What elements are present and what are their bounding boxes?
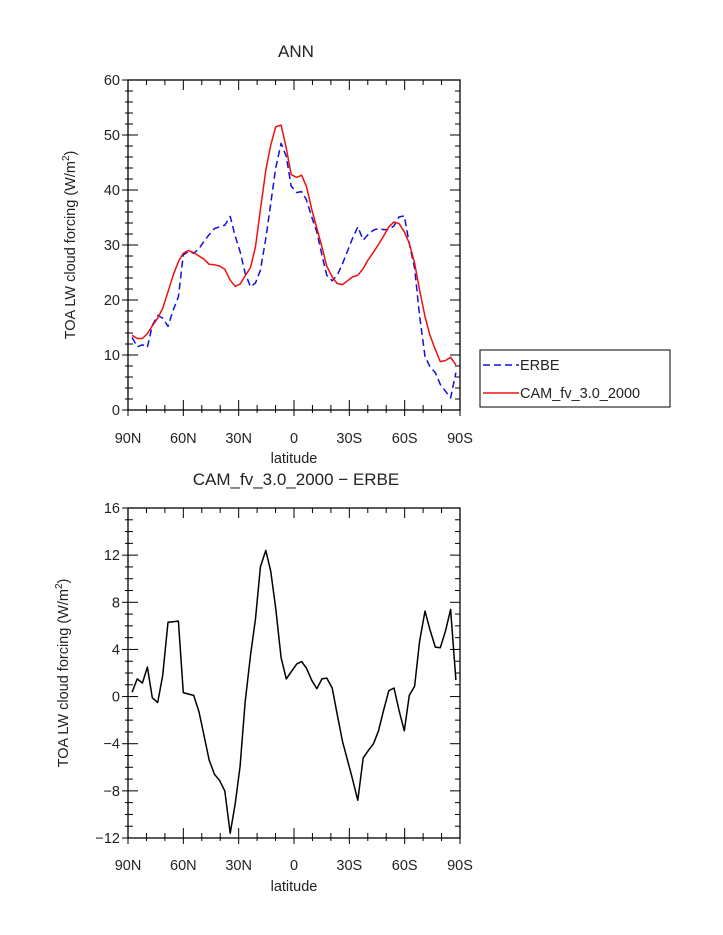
bottom-chart: CAM_fv_3.0_2000 − ERBE −12 −8 −4 0 4 8 12 16 90N 6… (54, 470, 473, 895)
x-tick-label: 90S (447, 858, 473, 874)
x-tick-label: 90N (115, 858, 142, 874)
top-chart: ANN 0 10 20 30 40 50 60 90N 60N 30N 0 30S 60S 90S latit… (61, 42, 671, 467)
x-tick-label: 60S (392, 431, 418, 447)
x-tick-label: 90S (447, 431, 473, 447)
y-tick-label: −4 (103, 737, 120, 753)
chart-title: CAM_fv_3.0_2000 − ERBE (193, 470, 399, 489)
y-tick-label: 10 (104, 348, 120, 364)
legend-box (479, 349, 671, 408)
series-line-difference (131, 549, 457, 835)
x-tick-label: 0 (290, 858, 298, 874)
x-axis-label: latitude (271, 879, 318, 895)
x-tick-label: 90N (115, 431, 142, 447)
y-tick-label: 0 (112, 403, 120, 419)
x-tick-label: 30N (225, 431, 252, 447)
y-tick-label: 16 (104, 501, 120, 517)
chart-title: ANN (278, 42, 314, 61)
legend-label: ERBE (520, 358, 560, 374)
x-tick-label: 30N (225, 858, 252, 874)
y-tick-label: 8 (112, 595, 120, 611)
x-tick-label: 30S (336, 431, 362, 447)
y-tick-label: 4 (112, 642, 120, 658)
y-tick-label: −8 (103, 784, 120, 800)
legend-label: CAM_fv_3.0_2000 (520, 386, 640, 402)
series-line-cam-fv-3-0-2000 (131, 124, 457, 366)
x-tick-label: 30S (336, 858, 362, 874)
y-tick-label: 40 (104, 183, 120, 199)
y-tick-label: 60 (104, 73, 120, 89)
series-line-erbe (131, 142, 457, 399)
y-axis-label: TOA LW cloud forcing (W/m2) (54, 579, 72, 768)
y-axis-label: TOA LW cloud forcing (W/m2) (61, 151, 79, 340)
y-tick-label: 50 (104, 128, 120, 144)
y-tick-label: 0 (112, 690, 120, 706)
y-tick-label: −12 (95, 831, 120, 847)
x-tick-label: 60N (170, 858, 197, 874)
x-tick-label: 0 (290, 431, 298, 447)
y-tick-label: 12 (104, 548, 120, 564)
y-tick-label: 30 (104, 238, 120, 254)
legend: ERBE CAM_fv_3.0_2000 (479, 349, 671, 408)
x-tick-label: 60N (170, 431, 197, 447)
plot-frame (127, 507, 461, 839)
x-tick-label: 60S (392, 858, 418, 874)
y-tick-label: 20 (104, 293, 120, 309)
x-axis-label: latitude (271, 451, 318, 467)
